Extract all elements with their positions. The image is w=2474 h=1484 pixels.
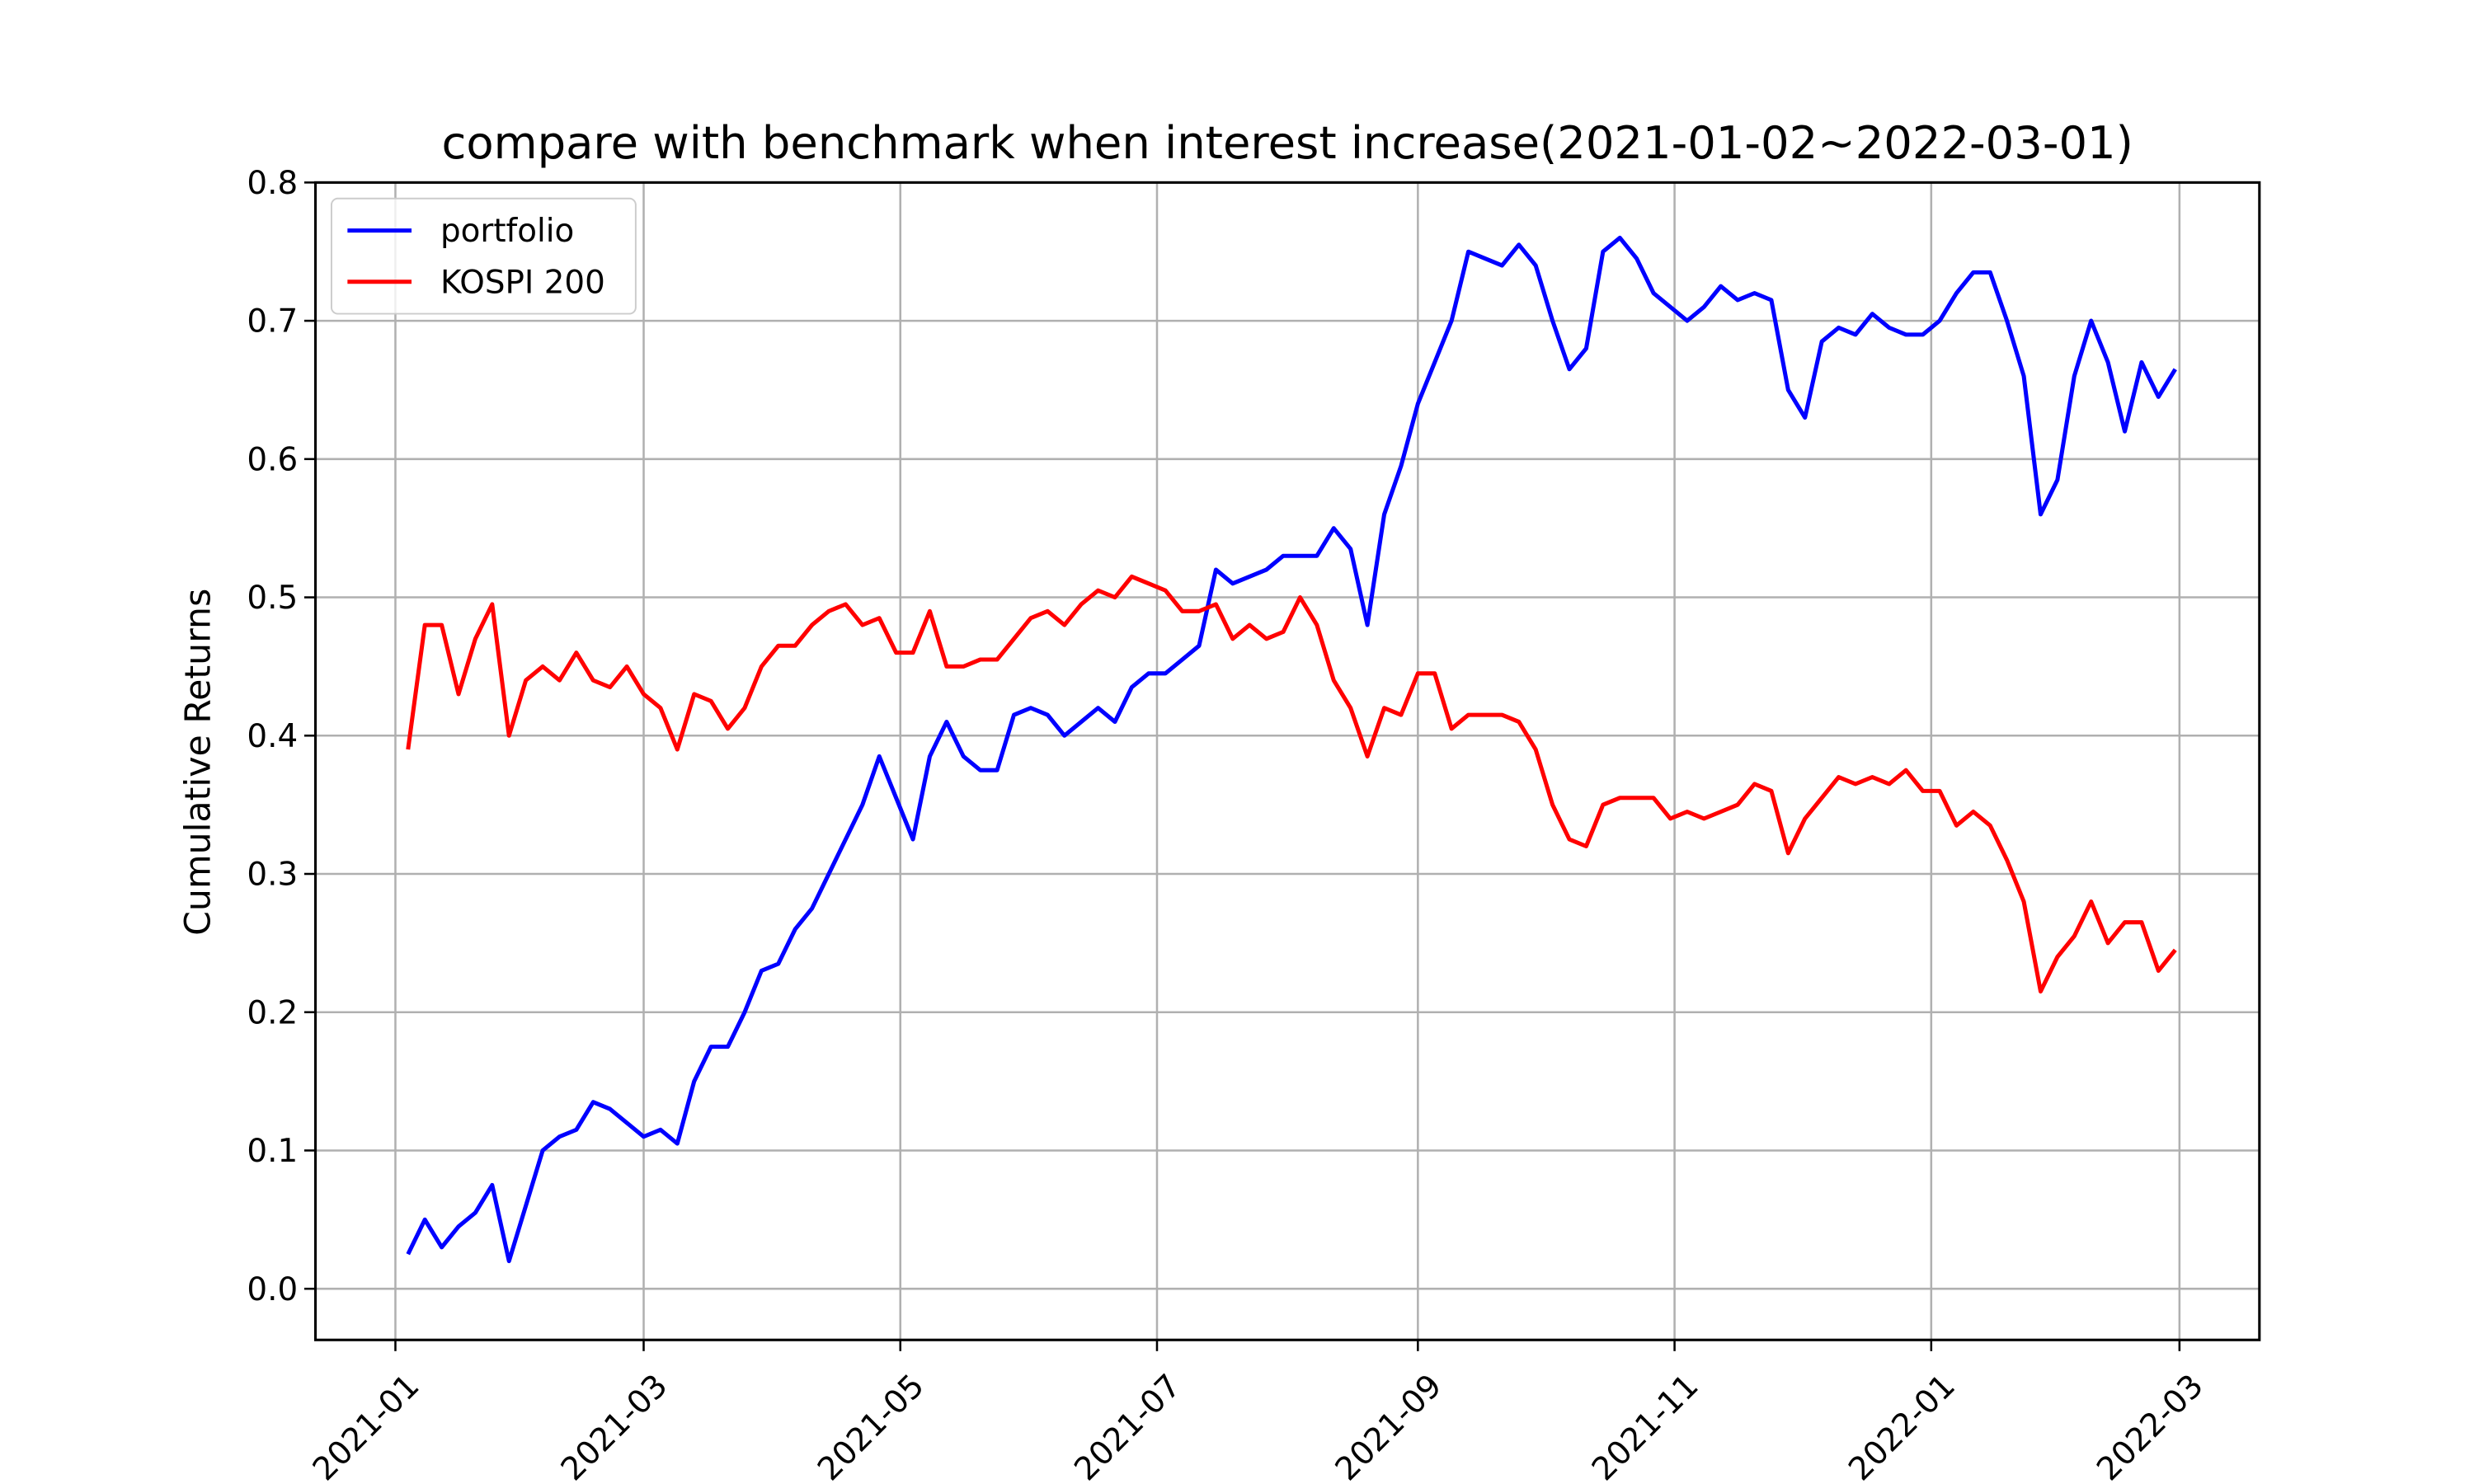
legend-box: [330, 197, 637, 315]
legend: portfolio KOSPI 200: [330, 197, 637, 315]
line-series: [406, 235, 2177, 1264]
y-tick-label: 0.0: [247, 1271, 298, 1308]
y-tick-label: 0.2: [247, 994, 298, 1031]
y-axis-label: Cumulative Returns: [177, 589, 219, 936]
y-tick-label: 0.1: [247, 1133, 298, 1170]
y-tick-label: 0.3: [247, 857, 298, 894]
y-tick-label: 0.7: [247, 303, 298, 340]
chart-title: compare with benchmark when interest inc…: [442, 117, 2133, 169]
y-tick-label: 0.4: [247, 718, 298, 755]
plot-frame: [313, 181, 2261, 1341]
y-tick-label: 0.5: [247, 580, 298, 617]
y-tick-label: 0.8: [247, 165, 298, 202]
legend-label: KOSPI 200: [440, 264, 605, 301]
y-tick-label: 0.6: [247, 441, 298, 478]
legend-label: portfolio: [440, 213, 574, 250]
line-series: [406, 574, 2177, 994]
